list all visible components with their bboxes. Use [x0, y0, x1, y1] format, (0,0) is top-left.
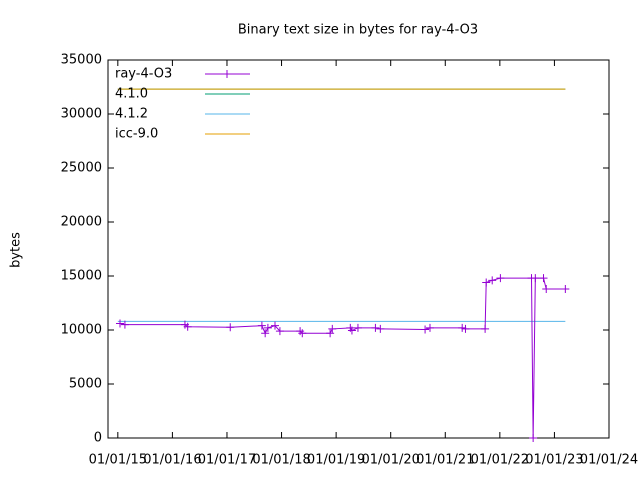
point-marker — [482, 278, 491, 287]
x-tick-label: 01/01/16 — [143, 453, 201, 468]
point-marker — [353, 323, 362, 332]
legend-label: 4.1.2 — [115, 107, 148, 122]
point-marker — [371, 323, 380, 332]
point-marker — [183, 322, 192, 331]
point-marker — [271, 321, 279, 330]
chart-title: Binary text size in bytes for ray-4-O3 — [238, 23, 478, 38]
point-marker — [529, 434, 538, 442]
legend-marker — [223, 70, 231, 78]
x-tick-label: 01/01/23 — [525, 453, 583, 468]
x-tick-label: 01/01/15 — [89, 453, 147, 468]
y-tick-label: 35000 — [61, 53, 102, 68]
y-tick-label: 25000 — [61, 161, 102, 176]
point-marker — [116, 319, 125, 328]
x-tick-label: 01/01/21 — [416, 453, 474, 468]
x-tick-label: 01/01/20 — [362, 453, 420, 468]
point-marker — [120, 320, 129, 329]
point-marker — [542, 284, 551, 293]
point-marker — [488, 276, 497, 285]
point-marker — [298, 329, 307, 338]
point-marker — [561, 284, 570, 293]
y-tick-label: 10000 — [61, 323, 102, 338]
point-marker — [347, 326, 356, 335]
point-marker — [263, 323, 272, 332]
point-marker — [496, 274, 505, 283]
y-tick-label: 15000 — [61, 269, 102, 284]
point-marker — [326, 329, 335, 338]
point-marker — [458, 323, 467, 332]
x-tick-label: 01/01/18 — [252, 453, 310, 468]
y-tick-label: 0 — [94, 431, 102, 446]
point-marker — [425, 323, 434, 332]
y-tick-label: 20000 — [61, 215, 102, 230]
legend-label: icc-9.0 — [115, 127, 158, 142]
point-marker — [275, 327, 284, 336]
point-marker — [539, 274, 548, 283]
x-tick-label: 01/01/17 — [198, 453, 256, 468]
x-tick-label: 01/01/19 — [307, 453, 365, 468]
x-tick-label: 01/01/24 — [580, 453, 638, 468]
point-marker — [261, 329, 270, 338]
point-marker — [481, 324, 490, 333]
legend-label: 4.1.0 — [115, 87, 148, 102]
y-tick-label: 30000 — [61, 107, 102, 122]
point-marker — [461, 324, 470, 333]
point-marker — [257, 321, 266, 330]
point-marker — [328, 324, 337, 333]
point-marker — [376, 324, 385, 333]
legend-label: ray-4-O3 — [115, 67, 172, 82]
plot-border — [107, 59, 610, 439]
point-marker — [226, 323, 235, 332]
point-marker — [421, 325, 430, 334]
x-tick-label: 01/01/22 — [471, 453, 529, 468]
y-tick-label: 5000 — [69, 377, 102, 392]
point-marker — [531, 274, 540, 283]
y-axis-label: bytes — [9, 232, 24, 268]
